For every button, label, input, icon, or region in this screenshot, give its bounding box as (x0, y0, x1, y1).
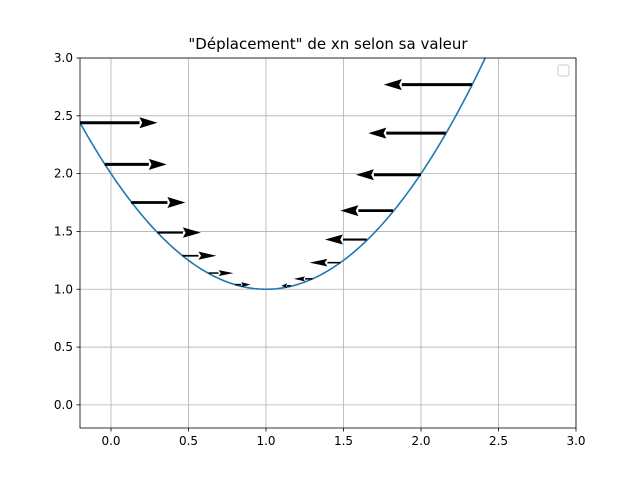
quiver-arrow (281, 283, 291, 289)
arrow-head (368, 127, 387, 139)
arrow-head (241, 282, 251, 288)
quiver-arrow (131, 197, 186, 209)
legend-box (557, 64, 570, 77)
tick-labels: 0.0 0.5 1.0 1.5 2.0 2.5 3.0 0.0 0.5 1.0 1.5 2.0 2.5 3… (54, 51, 586, 448)
chart-title: "Déplacement" de xn selon sa valeur (188, 35, 468, 53)
arrow-head (218, 270, 234, 277)
x-tick-label: 2.0 (411, 434, 430, 448)
y-tick-label: 0.5 (54, 340, 73, 354)
arrow-head (293, 276, 306, 282)
arrow-head (281, 283, 288, 289)
quiver-arrow (355, 169, 421, 181)
quiver-arrow (235, 282, 251, 288)
arrow-head (340, 205, 359, 217)
curve-layer (80, 58, 487, 291)
y-tick-label: 3.0 (54, 51, 73, 65)
arrow-head (355, 169, 374, 181)
quiver-arrow (104, 158, 167, 170)
x-tick-label: 2.5 (489, 434, 508, 448)
x-tick-label: 1.0 (256, 434, 275, 448)
y-tick-label: 2.0 (54, 167, 73, 181)
quiver-arrow (324, 234, 367, 245)
quiver-arrow (340, 205, 394, 217)
axes (76, 57, 577, 432)
y-tick-label: 0.0 (54, 398, 73, 412)
arrow-head (309, 258, 328, 267)
y-tick-label: 1.0 (54, 282, 73, 296)
arrow-head (324, 234, 343, 245)
x-tick-label: 1.5 (334, 434, 353, 448)
quiver-arrow (293, 276, 313, 282)
function-curve (80, 58, 487, 291)
y-tick-label: 2.5 (54, 109, 73, 123)
y-tick-label: 1.5 (54, 224, 73, 238)
x-tick-label: 0.0 (101, 434, 120, 448)
axes-frame (79, 57, 577, 429)
arrow-head (198, 251, 217, 260)
arrow-head (182, 227, 201, 238)
quiver-arrow (368, 127, 446, 139)
x-tick-label: 3.0 (566, 434, 585, 448)
arrow-head (167, 197, 186, 209)
arrow-head (148, 158, 167, 170)
quiver-arrow (208, 270, 234, 277)
arrow-head (139, 117, 158, 129)
quiver-arrow (383, 79, 473, 91)
quiver-arrow (309, 258, 341, 267)
quiver-arrow (182, 251, 217, 260)
x-tick-label: 0.5 (179, 434, 198, 448)
arrow-head (383, 79, 402, 91)
quiver-arrow (157, 227, 201, 238)
arrow-layer (80, 79, 473, 289)
quiver-arrow (80, 117, 158, 129)
